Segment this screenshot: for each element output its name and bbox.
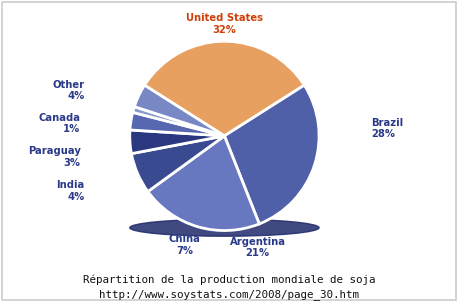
Wedge shape (130, 112, 224, 136)
Ellipse shape (130, 219, 319, 236)
Wedge shape (130, 130, 224, 154)
Text: Brazil
28%: Brazil 28% (371, 117, 403, 139)
Wedge shape (145, 41, 304, 136)
Text: United States
32%: United States 32% (186, 13, 263, 35)
Text: http://www.soystats.com/2008/page_30.htm: http://www.soystats.com/2008/page_30.htm (99, 289, 359, 300)
Text: Other
4%: Other 4% (52, 80, 84, 101)
Wedge shape (224, 85, 319, 224)
Wedge shape (133, 107, 224, 136)
Text: China
7%: China 7% (169, 234, 201, 255)
Text: Canada
1%: Canada 1% (38, 113, 81, 134)
Wedge shape (148, 136, 259, 230)
Text: Argentina
21%: Argentina 21% (229, 237, 285, 259)
Text: Répartition de la production mondiale de soja: Répartition de la production mondiale de… (83, 274, 375, 284)
Wedge shape (131, 136, 224, 191)
Wedge shape (134, 85, 224, 136)
Text: India
4%: India 4% (56, 180, 84, 202)
Text: Paraguay
3%: Paraguay 3% (27, 146, 81, 168)
